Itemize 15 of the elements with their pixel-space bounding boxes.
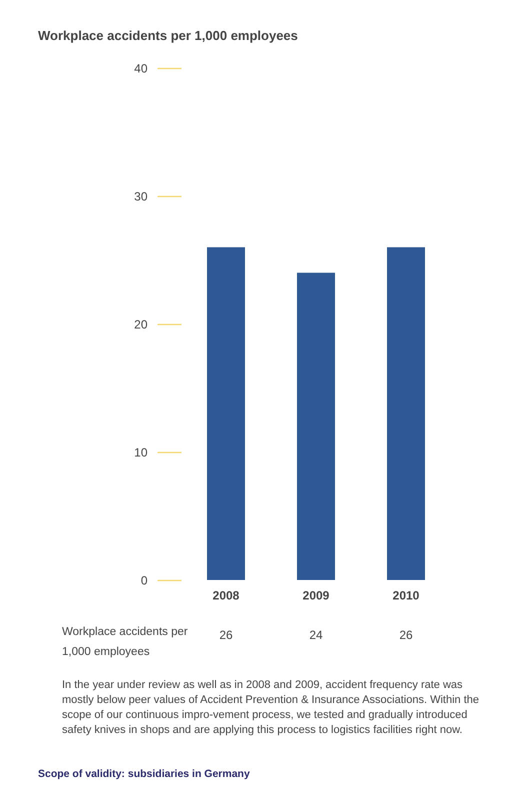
y-tick-label: 20 <box>134 318 148 332</box>
x-tick-label: 2010 <box>392 588 420 602</box>
y-tick-label: 30 <box>134 190 148 204</box>
data-label: 26 <box>399 628 413 642</box>
text: Workplace accidents per 1,000 employees <box>62 625 189 660</box>
text: Scope of validity: subsidiaries in Germany <box>38 768 250 780</box>
y-tick-label: 10 <box>134 446 148 460</box>
y-tick-label: 40 <box>134 62 148 76</box>
x-tick-label: 2008 <box>212 588 240 602</box>
text: In the year under review as well as in 2008 and 2009, accident frequency rate was mostly below peer values of Accident Prevention & Insurance Associations. Within the scope of our continuous impro-vement process, we tested and gradually introduced safety knives in shops and are applying this process to logistics facilities right now. <box>62 678 480 738</box>
data-label: 24 <box>309 628 323 642</box>
data-label: 26 <box>219 628 233 642</box>
chart-title: Workplace accidents per 1,000 employees <box>38 28 298 43</box>
y-tick-label: 0 <box>140 574 148 588</box>
x-tick-label: 2009 <box>302 588 330 602</box>
